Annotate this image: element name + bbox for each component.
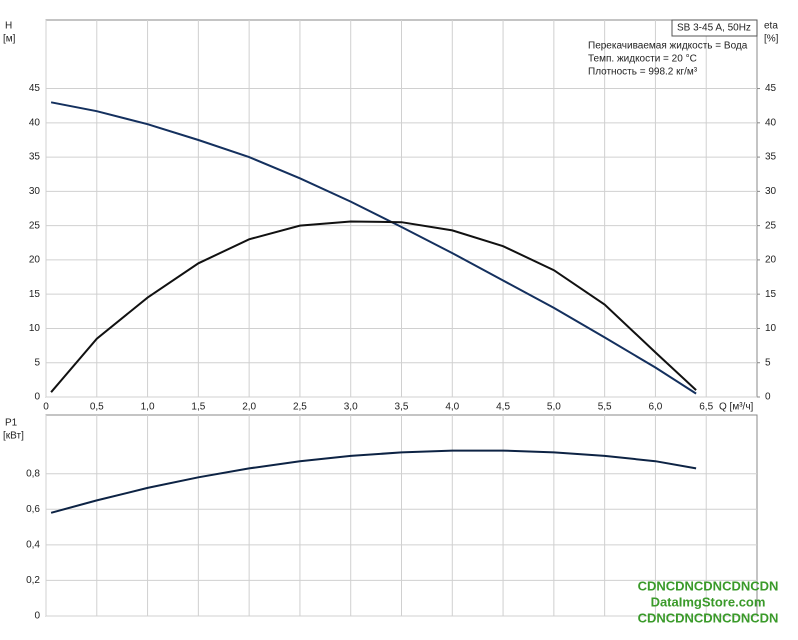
y-tick-label: 40 (29, 117, 41, 128)
x-tick-label: 6,0 (648, 402, 662, 413)
x-tick-label: 2,5 (293, 402, 307, 413)
x-tick-label: 0 (43, 402, 49, 413)
note: Темп. жидкости = 20 °C (588, 54, 697, 65)
curve (50, 449, 697, 514)
y-axis-label: P1 (5, 418, 18, 429)
chart-title: SB 3-45 A, 50Hz (677, 23, 751, 34)
y-tick-label: 30 (29, 186, 41, 197)
y-tick-label: 10 (29, 323, 41, 334)
y-tick-label: 20 (29, 255, 41, 266)
y-tick-label: 0,8 (26, 468, 40, 479)
y2-tick-label: 10 (765, 323, 777, 334)
y2-axis-label: eta (764, 21, 778, 32)
y-axis-unit: [кВт] (3, 431, 24, 442)
y-tick-label: 5 (34, 357, 40, 368)
x-tick-label: 5,5 (598, 402, 612, 413)
watermark: CDNCDNCDNCDNCDN (638, 578, 779, 593)
y-tick-label: 0,2 (26, 575, 40, 586)
y2-tick-label: 25 (765, 220, 777, 231)
y-tick-label: 0 (34, 611, 40, 622)
x-tick-label: 2,0 (242, 402, 256, 413)
x-tick-label: 4,0 (445, 402, 459, 413)
x-tick-label: 1,5 (191, 402, 205, 413)
note: Перекачиваемая жидкость = Вода (588, 41, 748, 52)
note: Плотность = 998.2 кг/м³ (588, 67, 698, 78)
y-axis-label: H (5, 21, 12, 32)
y-tick-label: 0,6 (26, 504, 40, 515)
watermark: DataImgStore.com (651, 594, 766, 609)
y2-tick-label: 30 (765, 186, 777, 197)
y-tick-label: 0,4 (26, 539, 40, 550)
y2-tick-label: 15 (765, 289, 777, 300)
title-box (671, 19, 758, 37)
x-tick-label: 4,5 (496, 402, 510, 413)
y-tick-label: 45 (29, 83, 41, 94)
y-tick-label: 25 (29, 220, 41, 231)
y2-tick-label: 0 (765, 392, 771, 403)
y2-tick-label: 40 (765, 117, 777, 128)
x-tick-label: 3,5 (395, 402, 409, 413)
x-tick-label: 1,0 (141, 402, 155, 413)
y-tick-label: 0 (34, 392, 40, 403)
x-axis-label: Q [м³/ч] (719, 402, 754, 413)
y-tick-label: 15 (29, 289, 41, 300)
y2-tick-label: 5 (765, 357, 771, 368)
x-tick-label: 5,0 (547, 402, 561, 413)
y2-tick-label: 20 (765, 255, 777, 266)
y-axis-unit: [м] (3, 34, 16, 45)
curve (50, 101, 697, 395)
curve (50, 220, 697, 393)
y-tick-label: 35 (29, 152, 41, 163)
y2-axis-unit: [%] (764, 34, 779, 45)
watermark: CDNCDNCDNCDNCDN (638, 610, 779, 625)
y2-tick-label: 45 (765, 83, 777, 94)
x-tick-label: 0,5 (90, 402, 104, 413)
y2-tick-label: 35 (765, 152, 777, 163)
x-tick-label: 6,5 (699, 402, 713, 413)
x-tick-label: 3,0 (344, 402, 358, 413)
